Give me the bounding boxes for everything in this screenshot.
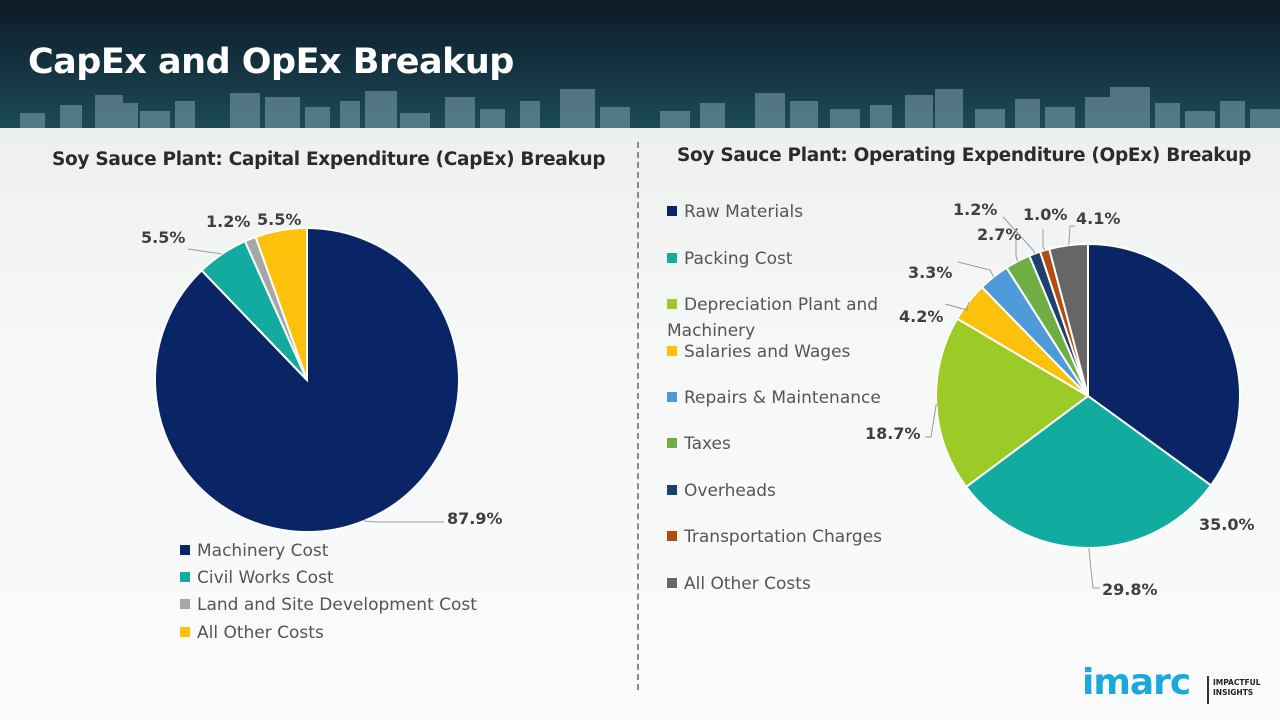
legend-label: Repairs & Maintenance	[684, 388, 881, 408]
legend-label: Raw Materials	[684, 202, 804, 222]
legend-item: Overheads	[667, 478, 776, 504]
logo-wordmark: imarc	[1082, 662, 1191, 703]
tagline-line-1: IMPACTFUL	[1213, 678, 1261, 687]
legend-label: All Other Costs	[197, 623, 324, 643]
legend-label: All Other Costs	[684, 574, 811, 594]
leader-line	[925, 404, 937, 438]
header-banner: CapEx and OpEx Breakup	[0, 0, 1280, 128]
legend-item: Depreciation Plant and Machinery	[667, 292, 897, 344]
legend-swatch	[667, 392, 677, 402]
pie-slice-all-other-costs	[254, 226, 308, 381]
legend-swatch	[667, 578, 677, 588]
legend-item: Packing Cost	[667, 246, 793, 272]
legend-swatch	[667, 299, 677, 309]
legend-swatch	[180, 545, 190, 555]
data-label: 18.7%	[865, 424, 921, 443]
legend-label: Overheads	[684, 481, 776, 501]
data-label: 35.0%	[1199, 515, 1255, 534]
leader-line	[187, 248, 223, 255]
pie-slice-raw-materials	[1087, 242, 1241, 487]
legend-label: Machinery Cost	[197, 541, 329, 561]
leader-line	[1002, 216, 1036, 254]
leader-line	[1088, 547, 1100, 589]
pie-slice-all-other-costs	[1048, 242, 1089, 397]
panel-divider	[637, 142, 639, 690]
legend-swatch	[180, 627, 190, 637]
tagline-line-2: INSIGHTS	[1213, 688, 1254, 697]
legend-item: Taxes	[667, 431, 731, 457]
data-label: 29.8%	[1102, 580, 1158, 599]
legend-item: Land and Site Development Cost	[180, 592, 477, 618]
legend-item: Repairs & Maintenance	[667, 385, 881, 411]
data-label: 1.2%	[953, 200, 997, 219]
legend-swatch	[667, 206, 677, 216]
legend-swatch	[667, 346, 677, 356]
leader-line	[1015, 235, 1019, 262]
data-label: 5.5%	[257, 210, 301, 229]
legend-swatch	[667, 531, 677, 541]
data-label: 87.9%	[447, 509, 503, 528]
legend-label: Packing Cost	[684, 249, 793, 269]
legend-swatch	[180, 572, 190, 582]
legend-item: Transportation Charges	[667, 524, 882, 550]
leader-line	[944, 301, 969, 311]
data-label: 3.3%	[908, 263, 952, 282]
legend-item: Civil Works Cost	[180, 565, 334, 591]
data-label: 4.1%	[1076, 209, 1120, 228]
leader-line	[957, 261, 995, 278]
legend-item: Salaries and Wages	[667, 339, 850, 365]
legend-label: Depreciation Plant and Machinery	[667, 295, 879, 341]
leader-line	[1042, 229, 1046, 251]
leader-line	[1067, 225, 1075, 246]
opex-pie: 35.0% 29.8% 18.7% 4.2% 3.3% 2.7% 1.2% 1.0% 4.1%	[865, 200, 1255, 599]
legend-item: Raw Materials	[667, 199, 803, 225]
leader-line	[363, 520, 444, 523]
legend-label: Civil Works Cost	[197, 568, 334, 588]
legend-label: Land and Site Development Cost	[197, 595, 477, 615]
opex-chart-title: Soy Sauce Plant: Operating Expenditure (…	[677, 145, 1252, 166]
data-label: 5.5%	[141, 228, 185, 247]
legend-label: Taxes	[684, 434, 731, 454]
data-label: 1.2%	[206, 212, 250, 231]
imarc-logo: imarc IMPACTFUL INSIGHTS	[1080, 660, 1270, 710]
legend-item: All Other Costs	[180, 620, 324, 646]
legend-swatch	[667, 485, 677, 495]
legend-item: All Other Costs	[667, 571, 811, 597]
legend-label: Salaries and Wages	[684, 342, 851, 362]
legend-swatch	[667, 438, 677, 448]
data-label: 1.0%	[1023, 205, 1067, 224]
legend-swatch	[667, 253, 677, 263]
logo-separator	[1207, 676, 1209, 704]
page-title: CapEx and OpEx Breakup	[28, 42, 514, 82]
legend-label: Transportation Charges	[684, 527, 883, 547]
capex-chart-title: Soy Sauce Plant: Capital Expenditure (Ca…	[52, 149, 606, 170]
data-label: 2.7%	[977, 225, 1021, 244]
logo-tagline: IMPACTFUL INSIGHTS	[1213, 678, 1260, 698]
legend-swatch	[180, 599, 190, 609]
city-skyline-graphic	[20, 87, 1280, 128]
capex-pie: 87.9% 5.5% 1.2% 5.5%	[141, 210, 503, 533]
pie-slice-packing-cost	[964, 394, 1213, 549]
data-label: 4.2%	[899, 307, 943, 326]
legend-item: Machinery Cost	[180, 538, 328, 564]
